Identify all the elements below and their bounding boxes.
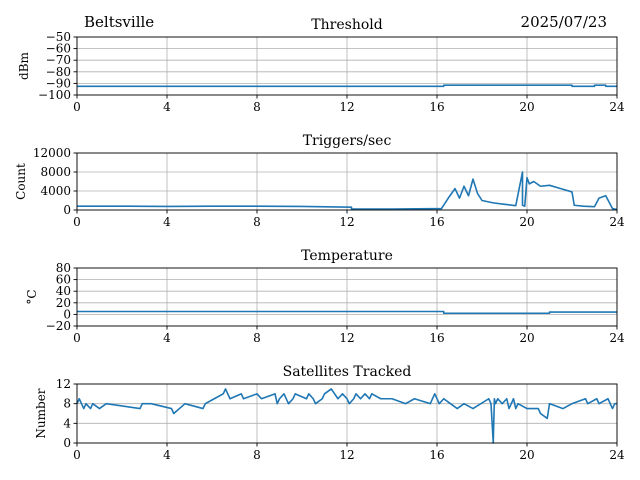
series-line	[77, 310, 617, 315]
x-tick-label: 16	[429, 331, 444, 345]
x-tick-label: 20	[519, 215, 534, 229]
y-axis-label: Number	[34, 388, 48, 438]
x-tick-label: 0	[73, 331, 81, 345]
x-tick-label: 16	[429, 100, 444, 114]
chart-title: Threshold	[311, 17, 382, 33]
x-tick-label: 0	[73, 215, 81, 229]
y-tick-label: 12	[56, 377, 71, 391]
y-tick-label: −90	[46, 76, 71, 90]
y-tick-label: −100	[38, 88, 71, 102]
chart-panel-2: Triggers/sec 0 4 8 12 16 20 24 0 4000 8000 12000 Cou…	[14, 133, 625, 229]
y-tick-label: −20	[46, 319, 71, 333]
station-name: Beltsville	[84, 13, 155, 31]
y-tick-label: 12000	[33, 146, 71, 160]
x-tick-label: 0	[73, 448, 81, 462]
y-tick-label: 4000	[40, 184, 71, 198]
x-tick-label: 8	[253, 448, 261, 462]
chart-title: Temperature	[301, 248, 393, 264]
x-tick-label: 8	[253, 215, 261, 229]
y-tick-label: 0	[63, 436, 71, 450]
chart-title: Triggers/sec	[303, 133, 392, 149]
x-tick-label: 20	[519, 100, 534, 114]
x-tick-label: 20	[519, 448, 534, 462]
y-tick-label: 4	[63, 416, 71, 430]
y-tick-label: 8	[63, 397, 71, 411]
x-tick-label: 4	[163, 448, 171, 462]
y-tick-label: −80	[46, 65, 71, 79]
date-label: 2025/07/23	[520, 13, 607, 31]
y-axis-label: dBm	[17, 51, 31, 80]
series-line	[77, 171, 618, 211]
y-tick-label: 60	[56, 273, 71, 287]
x-tick-label: 0	[73, 100, 81, 114]
y-tick-label: −60	[46, 42, 71, 56]
x-tick-label: 8	[253, 100, 261, 114]
x-tick-label: 12	[339, 448, 354, 462]
x-tick-label: 24	[609, 215, 625, 229]
y-tick-label: 0	[63, 203, 71, 217]
chart-panel-4: Satellites Tracked 0 4 8 12 16 20 24 0 4 8 12 Number	[34, 364, 625, 462]
y-tick-label: −50	[46, 30, 71, 44]
x-tick-label: 8	[253, 331, 261, 345]
x-tick-label: 24	[609, 448, 625, 462]
x-tick-label: 12	[339, 215, 354, 229]
x-tick-label: 20	[519, 331, 534, 345]
chart-title: Satellites Tracked	[283, 364, 412, 380]
y-tick-label: 80	[56, 261, 71, 275]
series-line	[76, 388, 617, 444]
x-tick-label: 4	[163, 100, 171, 114]
y-tick-label: −70	[46, 53, 71, 67]
x-tick-label: 12	[339, 100, 354, 114]
y-tick-label: 8000	[40, 165, 71, 179]
y-axis-label: Count	[14, 163, 28, 200]
y-tick-label: 20	[56, 296, 71, 310]
x-tick-label: 16	[429, 215, 444, 229]
x-tick-label: 16	[429, 448, 444, 462]
y-axis-label: °C	[25, 289, 39, 304]
x-tick-label: 12	[339, 331, 354, 345]
y-tick-label: 40	[56, 284, 71, 298]
x-tick-label: 4	[163, 215, 171, 229]
x-tick-label: 24	[609, 100, 625, 114]
series-line	[77, 84, 617, 88]
chart-panel-1: Threshold 0 4 8 12 16 20 24 −100−90−80−70−60−50 d…	[17, 17, 625, 114]
x-tick-label: 4	[163, 331, 171, 345]
y-tick-label: 0	[63, 307, 71, 321]
x-tick-label: 24	[609, 331, 625, 345]
